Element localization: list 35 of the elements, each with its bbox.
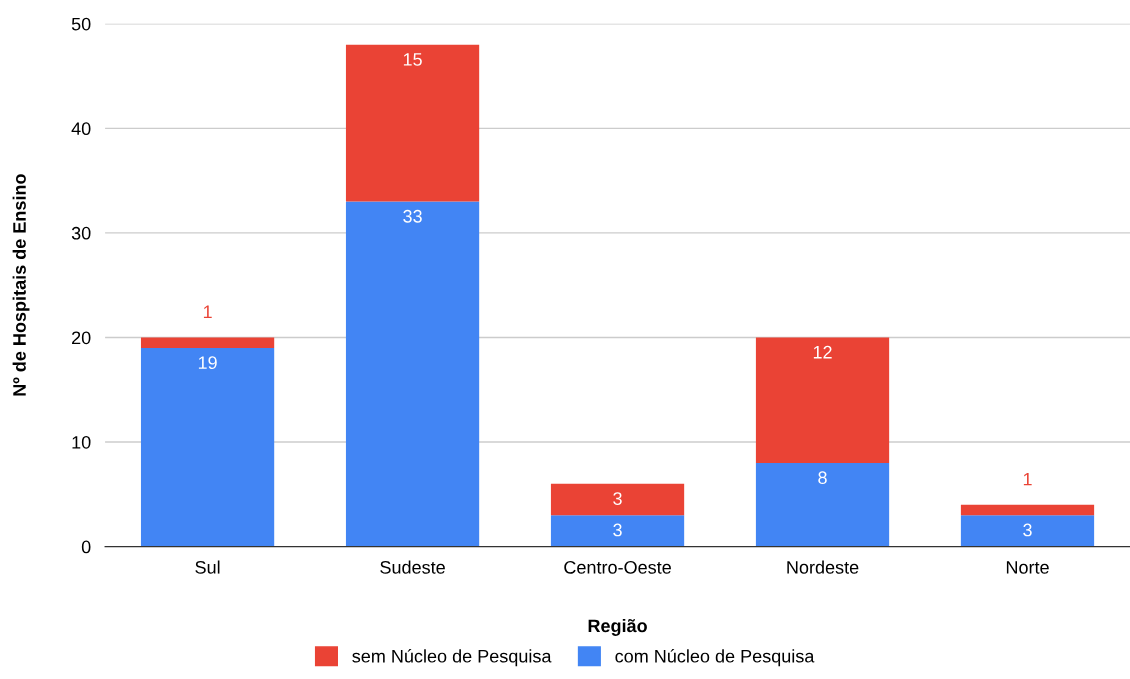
legend-label: sem Núcleo de Pesquisa — [352, 649, 552, 667]
bar — [550, 515, 685, 547]
x-tick-label: Sul — [195, 560, 220, 574]
x-axis-title: Região — [588, 618, 647, 636]
y-tick-label: 50 — [71, 17, 91, 31]
y-tick-label: 10 — [72, 435, 91, 449]
x-tick-label: Norte — [1006, 561, 1049, 574]
bar — [960, 504, 1095, 516]
x-tick-label: Centro-Oeste — [564, 560, 671, 574]
bar — [345, 201, 480, 547]
data-label: 8 — [818, 471, 827, 485]
data-label: 12 — [813, 345, 832, 359]
x-tick-label: Nordeste — [787, 560, 859, 574]
data-label: 3 — [613, 492, 622, 505]
bar — [755, 462, 890, 547]
data-label: 15 — [403, 53, 422, 66]
legend-label: com Núcleo de Pesquisa — [615, 649, 815, 667]
bar — [140, 337, 275, 348]
y-axis-title: Nº de Hospitais de Ensino — [12, 174, 30, 396]
data-label: 1 — [203, 305, 212, 319]
data-label: 3 — [1023, 523, 1032, 537]
data-label: 1 — [1023, 472, 1032, 486]
y-tick-label: 30 — [71, 226, 91, 240]
data-label: 19 — [198, 356, 217, 370]
bar — [140, 347, 275, 547]
bar — [960, 515, 1095, 547]
bar — [345, 44, 480, 202]
bar — [755, 337, 890, 463]
x-tick-label: Sudeste — [380, 560, 445, 574]
y-tick-label: 40 — [71, 122, 91, 136]
data-label: 33 — [403, 209, 422, 223]
y-tick-label: 0 — [81, 540, 91, 554]
data-label: 3 — [613, 523, 622, 537]
y-tick-label: 20 — [72, 331, 91, 345]
bar — [550, 483, 685, 516]
